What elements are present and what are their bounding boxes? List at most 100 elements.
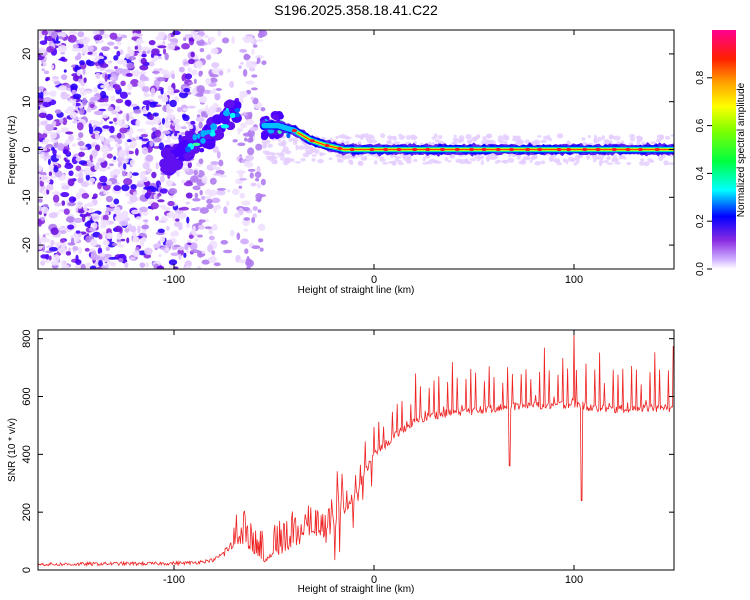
noise-speckle (239, 48, 248, 53)
noise-speckle (249, 67, 256, 72)
noise-speckle (195, 93, 204, 97)
noise-speckle (200, 110, 206, 118)
noise-speckle (234, 212, 241, 218)
noise-speckle (129, 103, 138, 108)
noise-speckle (205, 195, 212, 200)
noise-speckle (502, 159, 509, 164)
signal-blob (274, 134, 280, 140)
signal-blob (199, 147, 205, 153)
signal-blob-bright (185, 146, 192, 153)
noise-speckle (172, 230, 179, 237)
noise-speckle (250, 87, 258, 91)
noise-speckle (109, 76, 115, 81)
noise-speckle (406, 134, 412, 140)
noise-speckle (154, 129, 162, 138)
noise-speckle (49, 90, 57, 97)
noise-speckle (166, 107, 172, 114)
noise-speckle (435, 160, 442, 164)
noise-speckle (73, 217, 83, 223)
noise-speckle (172, 30, 181, 36)
noise-speckle (280, 151, 284, 156)
noise-speckle (288, 136, 293, 143)
noise-speckle (115, 98, 124, 104)
noise-speckle (183, 181, 194, 187)
noise-speckle (344, 140, 350, 145)
noise-speckle (60, 91, 68, 100)
noise-speckle (80, 263, 86, 269)
noise-speckle (236, 232, 241, 241)
noise-speckle (453, 134, 457, 138)
noise-speckle (101, 114, 109, 119)
noise-speckle (254, 55, 264, 59)
noise-speckle (248, 114, 253, 120)
noise-speckle (424, 155, 431, 159)
noise-speckle (348, 159, 353, 165)
signal-blob-bright (229, 112, 236, 119)
noise-speckle (251, 48, 255, 56)
noise-speckle (638, 161, 645, 166)
noise-speckle (256, 57, 261, 64)
noise-speckle (469, 157, 477, 162)
noise-speckle (340, 133, 346, 139)
noise-speckle (43, 97, 52, 103)
noise-speckle (252, 97, 259, 105)
noise-speckle (173, 118, 180, 123)
noise-speckle (260, 178, 266, 186)
noise-speckle (151, 127, 157, 132)
noise-speckle (540, 139, 548, 144)
noise-speckle (57, 142, 65, 151)
noise-speckle (238, 207, 244, 216)
noise-speckle (335, 135, 339, 140)
noise-speckle (569, 158, 575, 163)
noise-speckle (597, 154, 605, 160)
noise-speckle (476, 155, 483, 160)
noise-speckle (267, 143, 273, 148)
noise-speckle (164, 121, 172, 129)
noise-speckle (215, 88, 222, 91)
noise-speckle (142, 219, 149, 223)
noise-speckle (60, 127, 70, 133)
snr-y-axis: 0 200 400 600 800 (21, 329, 674, 573)
noise-speckle (237, 129, 241, 135)
noise-speckle (237, 259, 247, 264)
noise-speckle (586, 154, 591, 160)
noise-speckle (258, 238, 262, 243)
noise-speckle (116, 41, 122, 46)
noise-speckle (248, 61, 258, 68)
noise-speckle (212, 145, 219, 153)
noise-speckle (199, 219, 206, 223)
noise-speckle (100, 219, 110, 226)
noise-speckle (129, 140, 137, 148)
noise-speckle (117, 59, 126, 65)
noise-speckle (147, 61, 155, 67)
noise-speckle (105, 246, 111, 252)
noise-speckle (71, 143, 77, 147)
noise-speckle (256, 182, 262, 189)
noise-speckle (85, 235, 92, 243)
noise-speckle (603, 159, 609, 164)
spectrogram-xtick-label: 0 (371, 274, 377, 286)
signal-blob-bright (210, 123, 218, 131)
noise-speckle (507, 157, 515, 163)
noise-speckle (194, 238, 198, 242)
signal-hotspot (495, 147, 501, 152)
noise-speckle (116, 233, 122, 240)
noise-speckle (119, 127, 128, 134)
noise-speckle (157, 31, 166, 38)
noise-speckle (63, 149, 69, 155)
noise-speckle (38, 105, 41, 110)
spectrogram-signal-track (159, 97, 674, 176)
noise-speckle (189, 175, 199, 183)
snr-frame (37, 329, 675, 571)
noise-speckle (214, 166, 222, 171)
noise-speckle (620, 140, 625, 145)
noise-speckle (72, 197, 77, 202)
noise-speckle (116, 33, 122, 38)
noise-speckle (106, 166, 111, 170)
noise-speckle (173, 124, 181, 131)
noise-speckle (113, 198, 120, 205)
noise-speckle (386, 135, 393, 140)
noise-speckle (152, 112, 159, 117)
signal-blob-bright (192, 134, 198, 141)
